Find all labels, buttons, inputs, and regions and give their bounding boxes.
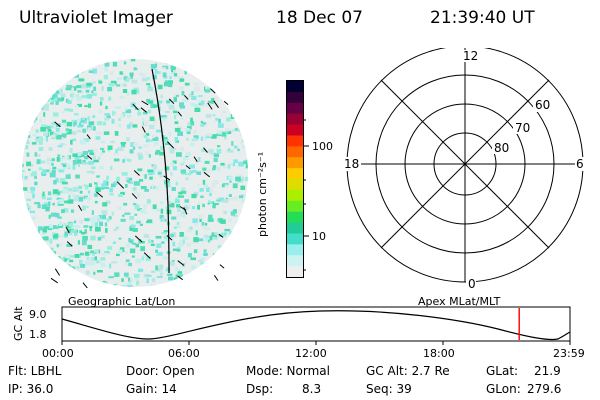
gc-alt-xtick-0000: 00:00	[42, 347, 74, 360]
colorbar-swatch	[287, 113, 303, 126]
colorbar-swatch	[287, 211, 303, 224]
ip-info: IP: 36.0	[8, 382, 54, 396]
gc-alt-xtick-2359: 23:59	[553, 347, 585, 360]
colorbar-swatch	[287, 266, 303, 277]
geographic-label: Geographic Lat/Lon	[68, 295, 176, 308]
colorbar	[286, 80, 304, 278]
lat-label-80: 80	[494, 141, 509, 155]
date: 18 Dec 07	[276, 8, 363, 28]
title: Ultraviolet Imager	[19, 8, 173, 28]
apex-label: Apex MLat/MLT	[418, 295, 501, 308]
colorbar-unit-label: photon cm⁻²s⁻¹	[256, 151, 269, 237]
lat-label-70: 70	[515, 121, 530, 135]
colorbar-swatch	[287, 244, 303, 256]
colorbar-swatch	[287, 233, 303, 245]
glat-label: GLat:	[486, 364, 519, 378]
mode-info: Mode: Normal	[246, 364, 330, 378]
gc-alt-ylabel: GC Alt	[12, 306, 25, 341]
colorbar-tick-100: 100	[312, 140, 333, 153]
glon-value: 279.6	[527, 382, 562, 396]
gc-alt-curve	[61, 310, 571, 341]
flt-info: Flt: LBHL	[8, 364, 62, 378]
gain-info: Gain: 14	[126, 382, 177, 396]
dsp-value: 8.3	[302, 382, 322, 396]
mlt-label-12: 12	[463, 49, 478, 63]
gc-alt-plot	[61, 306, 571, 345]
colorbar-swatch	[287, 91, 303, 104]
gc-alt-xtick-1800: 18:00	[423, 347, 455, 360]
colorbar-swatch	[287, 135, 303, 147]
colorbar-swatch	[287, 255, 303, 267]
colorbar-swatch	[287, 146, 303, 158]
gc-alt-ytick-9: 9.0	[29, 308, 47, 321]
colorbar-swatch	[287, 157, 303, 169]
gc-alt-xtick-0600: 06:00	[168, 347, 200, 360]
polar-plot: 12 6 0 18 60 70 80	[343, 48, 585, 290]
colorbar-swatch	[287, 189, 303, 202]
glat-value: 21.9	[534, 364, 561, 378]
terminator-line	[151, 68, 170, 274]
colorbar-swatch	[287, 81, 303, 93]
time: 21:39:40 UT	[430, 8, 535, 28]
gc-alt-ytick-1.8: 1.8	[29, 328, 47, 341]
door-info: Door: Open	[126, 364, 195, 378]
colorbar-swatch	[287, 179, 303, 191]
glon-label: GLon:	[486, 382, 521, 396]
colorbar-swatch	[287, 168, 303, 180]
mlt-label-6: 6	[576, 157, 584, 171]
lat-label-60: 60	[535, 98, 550, 112]
colorbar-tick-10: 10	[312, 230, 326, 243]
gc-alt-xtick-1200: 12:00	[295, 347, 327, 360]
colorbar-swatch	[287, 222, 303, 234]
gc-alt-info: GC Alt: 2.7 Re	[366, 364, 450, 378]
colorbar-swatch	[287, 124, 303, 136]
mlt-label-0: 0	[468, 277, 476, 290]
colorbar-swatch	[287, 200, 303, 213]
colorbar-axis: 100 10	[303, 119, 333, 271]
colorbar-swatch	[287, 102, 303, 115]
dsp-label: Dsp:	[246, 382, 274, 396]
seq-info: Seq: 39	[366, 382, 412, 396]
mlt-label-18: 18	[344, 157, 359, 171]
earth-image	[22, 59, 248, 289]
